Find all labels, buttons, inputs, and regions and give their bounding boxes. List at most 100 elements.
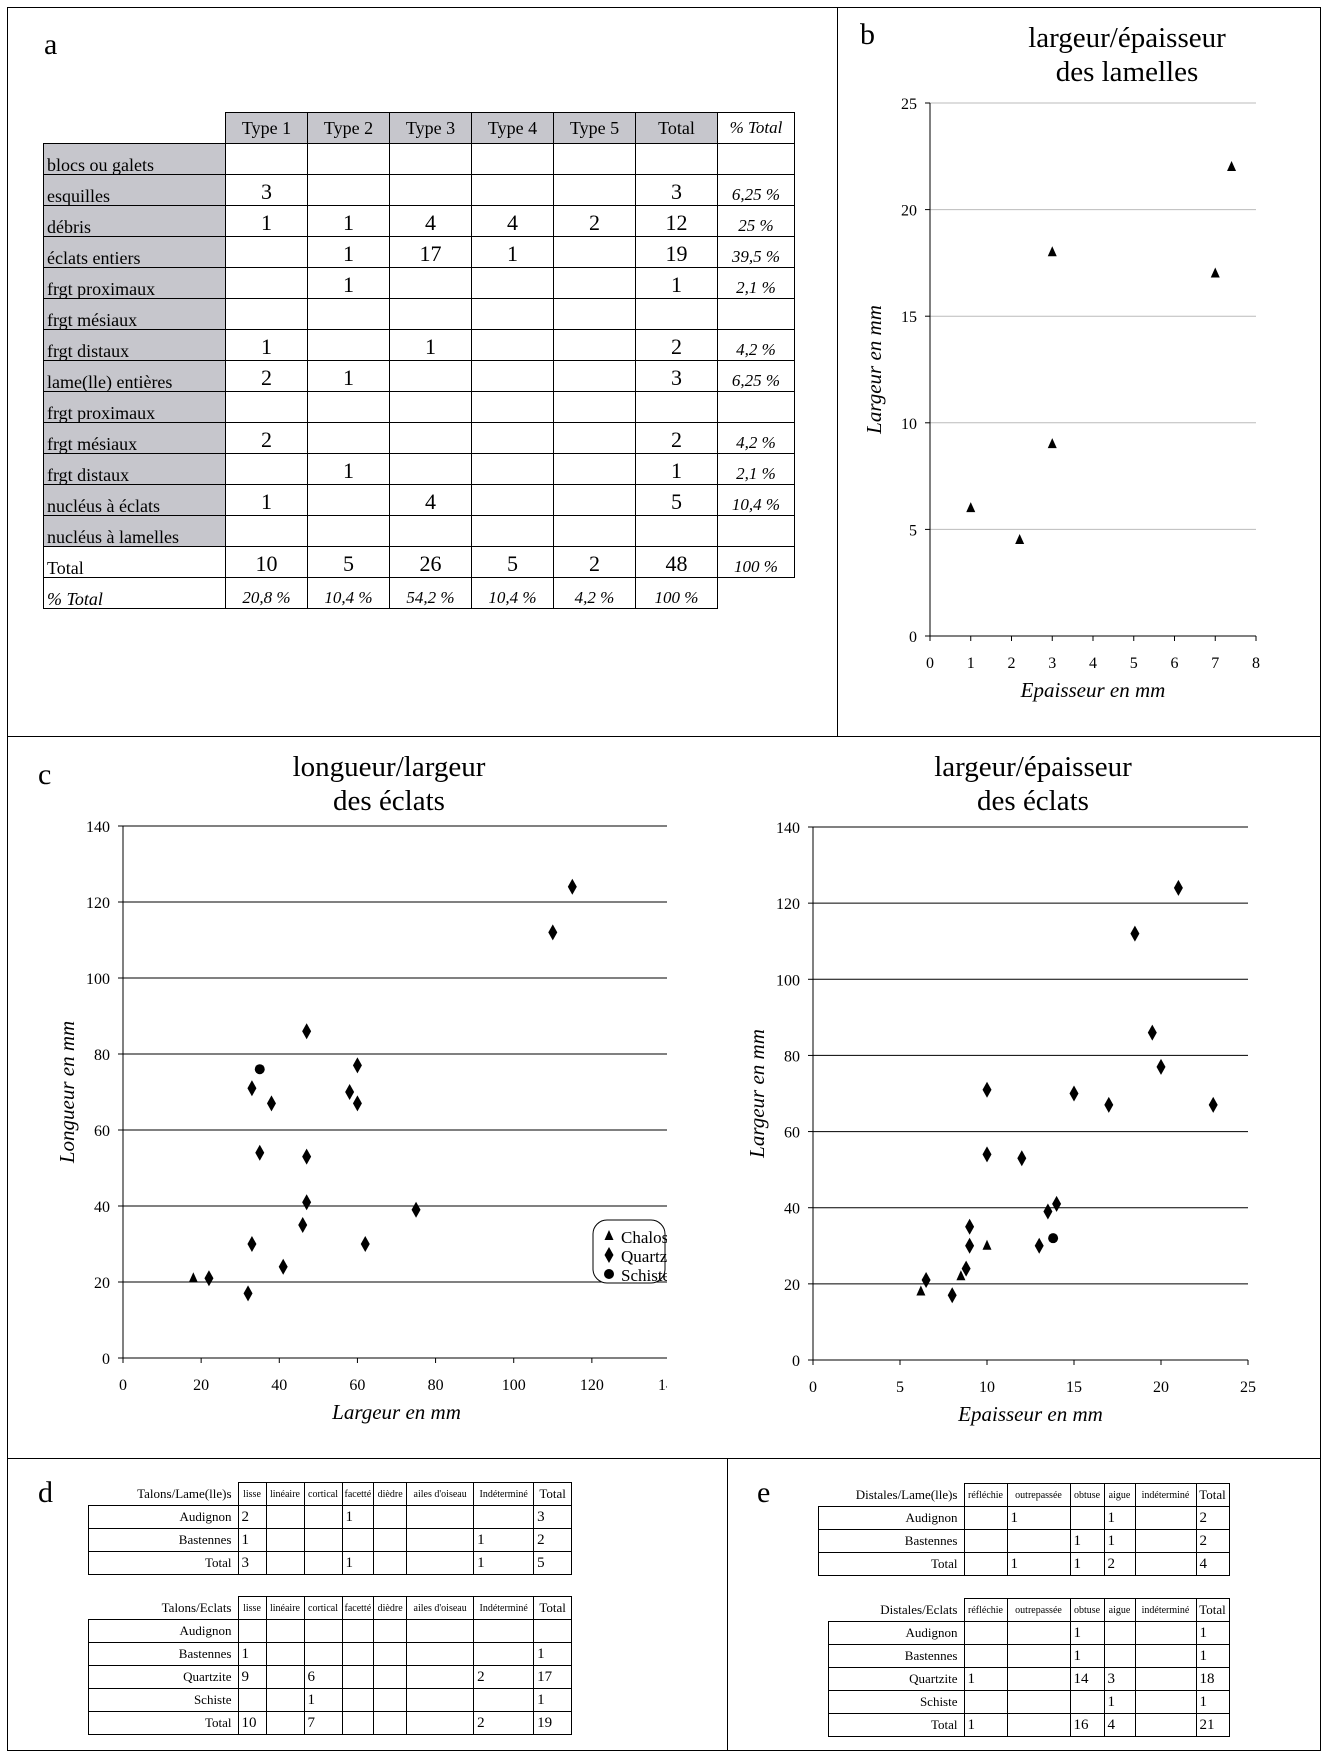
table-a-cell — [307, 422, 390, 454]
table-cell — [473, 1619, 535, 1643]
table-a-cell — [389, 360, 472, 392]
table-a-cell: 6,25 % — [717, 174, 795, 206]
table-a-cell — [471, 422, 554, 454]
table-a-row-label: blocs ou galets — [43, 143, 226, 175]
table-corner-label: Distales/Lame(lle)s — [855, 1486, 958, 1502]
chart-c2-point-quartzite — [921, 1272, 931, 1289]
table-row: Bastennes 1 1 2 — [88, 1528, 573, 1552]
table-a-cell: 1 — [307, 236, 390, 268]
table-row-label: Total — [828, 1713, 965, 1737]
table-a-row-label: frgt proximaux — [43, 267, 226, 299]
chart-b-point-lamelle — [1227, 160, 1237, 171]
table-a-cell: 1 — [635, 453, 718, 485]
chart-c1-legend-label: Chalosse — [621, 1228, 667, 1247]
table-col-header: linéaire — [265, 1596, 305, 1620]
table-a-cell — [471, 484, 554, 516]
chart-b-title-line: largeur/épaisseur — [1028, 22, 1226, 54]
table-a-cell: 1 — [225, 329, 308, 361]
table-a-cell: 4 — [389, 205, 472, 237]
chart-c2-point-quartzite — [1104, 1096, 1114, 1113]
table-a-cell: 10 — [225, 546, 308, 578]
table-row-label: Bastennes — [818, 1529, 965, 1553]
table-a-cell — [389, 391, 472, 423]
table-row-label: Audignon — [88, 1505, 239, 1529]
table-d-talons-lamelles: Talons/Lame(lle)s lisse linéaire cortical fa… — [88, 1482, 573, 1575]
table-a-cell: 1 — [471, 236, 554, 268]
table-a-cell — [553, 422, 636, 454]
chart-b-y-tick-label: 20 — [901, 203, 917, 220]
chart-c2-point-quartzite — [1043, 1203, 1053, 1220]
table-a-cell — [635, 515, 718, 547]
panel-label-d: d — [38, 1476, 53, 1509]
table-cell — [265, 1619, 305, 1643]
table-col-header: ailes d'oiseau — [406, 1596, 475, 1620]
table-col-header: cortical — [303, 1596, 343, 1620]
table-cell: 1 — [1195, 1690, 1230, 1714]
chart-c2-point-quartzite — [1069, 1085, 1079, 1102]
table-a-cell: 4 — [389, 484, 472, 516]
table-a-cell — [471, 267, 554, 299]
table-cell — [406, 1642, 475, 1666]
chart-c1-x-tick-label: 60 — [349, 1377, 365, 1394]
table-a-cell — [471, 174, 554, 206]
chart-c2-y-tick-label: 100 — [776, 972, 800, 989]
table-cell — [533, 1619, 573, 1643]
table-a-cell: 3 — [635, 174, 718, 206]
table-a-cell — [307, 484, 390, 516]
table-a-col-header: Type 3 — [389, 112, 472, 144]
table-col-header: facetté — [341, 1482, 375, 1506]
table-cell — [265, 1551, 305, 1575]
table-a-cell: 5 — [471, 546, 554, 578]
table-row-label: Bastennes — [88, 1528, 239, 1552]
chart-c1-x-tick-label: 80 — [428, 1377, 444, 1394]
table-cell — [963, 1506, 1008, 1530]
table-a-cell — [717, 298, 795, 330]
table-a-cell: 1 — [307, 360, 390, 392]
chart-b-y-tick-label: 10 — [901, 416, 917, 433]
table-a-cell — [389, 174, 472, 206]
table-row: Audignon 1 1 — [828, 1621, 1230, 1645]
chart-b-point-lamelle — [1047, 246, 1057, 257]
table-a-cell: 2 — [225, 422, 308, 454]
chart-c1-y-axis-label: Longueur en mm — [55, 1021, 79, 1164]
table-cell: 4 — [1103, 1713, 1136, 1737]
chart-b-x-tick-label: 4 — [1089, 655, 1097, 672]
table-cell: 3 — [1103, 1667, 1136, 1691]
table-a-cell — [389, 453, 472, 485]
chart-c1-y-tick-label: 120 — [86, 895, 110, 912]
table-row-label: Audignon — [828, 1621, 965, 1645]
table-row: Schiste 1 1 — [828, 1690, 1230, 1714]
table-cell — [1134, 1667, 1197, 1691]
table-cell — [473, 1688, 535, 1712]
chart-c1-point-quartzite — [255, 1144, 265, 1161]
table-row: Bastennes 1 1 — [828, 1644, 1230, 1668]
table-row: frgt proximaux — [43, 391, 795, 423]
chart-c1-point-quartzite — [302, 1194, 312, 1211]
panel-label-b: b — [860, 18, 875, 51]
table-cell — [1069, 1506, 1105, 1530]
table-a-col-header: Type 5 — [553, 112, 636, 144]
table-row: Total 1 1 2 4 — [818, 1552, 1230, 1576]
table-a-cell — [553, 515, 636, 547]
table-cell — [237, 1688, 267, 1712]
table-row: Quartzite 9 6 2 17 — [88, 1665, 573, 1689]
table-a-col-header: Type 1 — [225, 112, 308, 144]
table-cell — [406, 1619, 475, 1643]
table-cell — [265, 1528, 305, 1552]
table-col-header: aigue — [1103, 1598, 1136, 1622]
table-row: Bastennes 1 1 — [88, 1642, 573, 1666]
table-col-header: réfléchie — [963, 1483, 1008, 1507]
chart-c2-point-schiste — [1048, 1233, 1059, 1244]
table-a-row-label: esquilles — [43, 174, 226, 206]
table-a-col-header: % Total — [717, 112, 795, 144]
table-col-header: Total — [533, 1482, 573, 1506]
table-a-cell: 100 % — [717, 546, 795, 578]
table-cell: 1 — [963, 1713, 1008, 1737]
chart-b-x-tick-label: 0 — [926, 655, 934, 672]
table-cell — [373, 1665, 408, 1689]
table-col-header: dièdre — [373, 1482, 408, 1506]
table-a-cell — [553, 484, 636, 516]
table-a-cell: 20,8 % — [225, 577, 308, 609]
table-cell: 2 — [1195, 1506, 1230, 1530]
